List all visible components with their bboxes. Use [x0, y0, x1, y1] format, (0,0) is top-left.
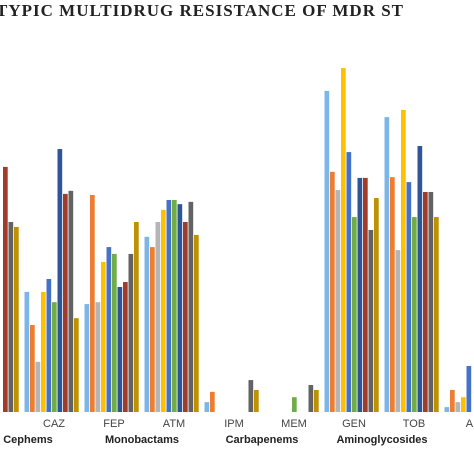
bar [188, 201, 194, 412]
bar [35, 361, 41, 412]
bar [74, 318, 79, 412]
bar [324, 90, 330, 413]
bar [134, 222, 139, 412]
bar [374, 198, 379, 412]
bar [330, 171, 335, 412]
bar [30, 324, 35, 412]
bar [128, 253, 134, 412]
bar [112, 253, 117, 412]
bar [335, 190, 341, 412]
x-tick-label: MEM [281, 418, 307, 430]
bar [117, 286, 123, 412]
bar [363, 177, 368, 412]
bar [95, 302, 101, 412]
bar [177, 204, 183, 412]
group-label: Cephems [3, 434, 53, 446]
bar [444, 407, 450, 412]
bar [314, 389, 319, 412]
bar [357, 177, 363, 412]
bar [14, 226, 19, 412]
bar [254, 389, 259, 412]
bar [292, 397, 297, 412]
bar [423, 191, 428, 412]
bar [390, 177, 395, 412]
bar [90, 195, 95, 412]
x-tick-label: GEN [342, 418, 366, 430]
bar [248, 380, 254, 412]
bar [308, 385, 314, 412]
bar [204, 402, 210, 412]
x-tick-label: ATM [163, 418, 185, 430]
bar [384, 117, 390, 413]
bar [8, 222, 14, 412]
x-tick-label: FEP [103, 418, 124, 430]
bar [194, 234, 199, 412]
group-label: Monobactams [105, 434, 179, 446]
bar [210, 391, 215, 412]
bar [101, 261, 106, 412]
bar [172, 199, 177, 412]
bar [406, 182, 412, 412]
x-tick-label: CAZ [43, 418, 65, 430]
group-label: Aminoglycosides [336, 434, 427, 446]
bar [155, 222, 161, 412]
bar [428, 191, 434, 412]
bar [161, 209, 166, 412]
bar [24, 291, 30, 412]
bar [57, 149, 63, 413]
group-label: Carbapenems [226, 434, 299, 446]
bar [450, 389, 455, 412]
x-tick-label: IPM [224, 418, 244, 430]
bar [401, 109, 406, 413]
bar [466, 366, 472, 412]
bar [352, 217, 357, 412]
bar [395, 250, 401, 412]
bar [183, 222, 188, 412]
bar [455, 402, 461, 412]
bar [63, 193, 68, 412]
bar [46, 279, 52, 412]
bar [368, 229, 374, 412]
bar [106, 247, 112, 412]
bar [150, 247, 155, 412]
bar [341, 68, 346, 412]
bar [144, 236, 150, 412]
bar [412, 217, 417, 412]
bar [123, 282, 128, 412]
x-tick-label: TOB [403, 418, 425, 430]
bar [3, 166, 8, 412]
bar [41, 291, 46, 412]
bar [417, 146, 423, 412]
bar [461, 397, 466, 412]
x-tick-label: AM [466, 418, 474, 430]
bar [346, 152, 352, 412]
bar [84, 304, 90, 412]
bar [434, 217, 439, 412]
chart-title: TYPIC MULTIDRUG RESISTANCE OF MDR ST [0, 1, 404, 20]
bar [68, 190, 74, 412]
bar [52, 302, 57, 412]
bar [166, 199, 172, 412]
